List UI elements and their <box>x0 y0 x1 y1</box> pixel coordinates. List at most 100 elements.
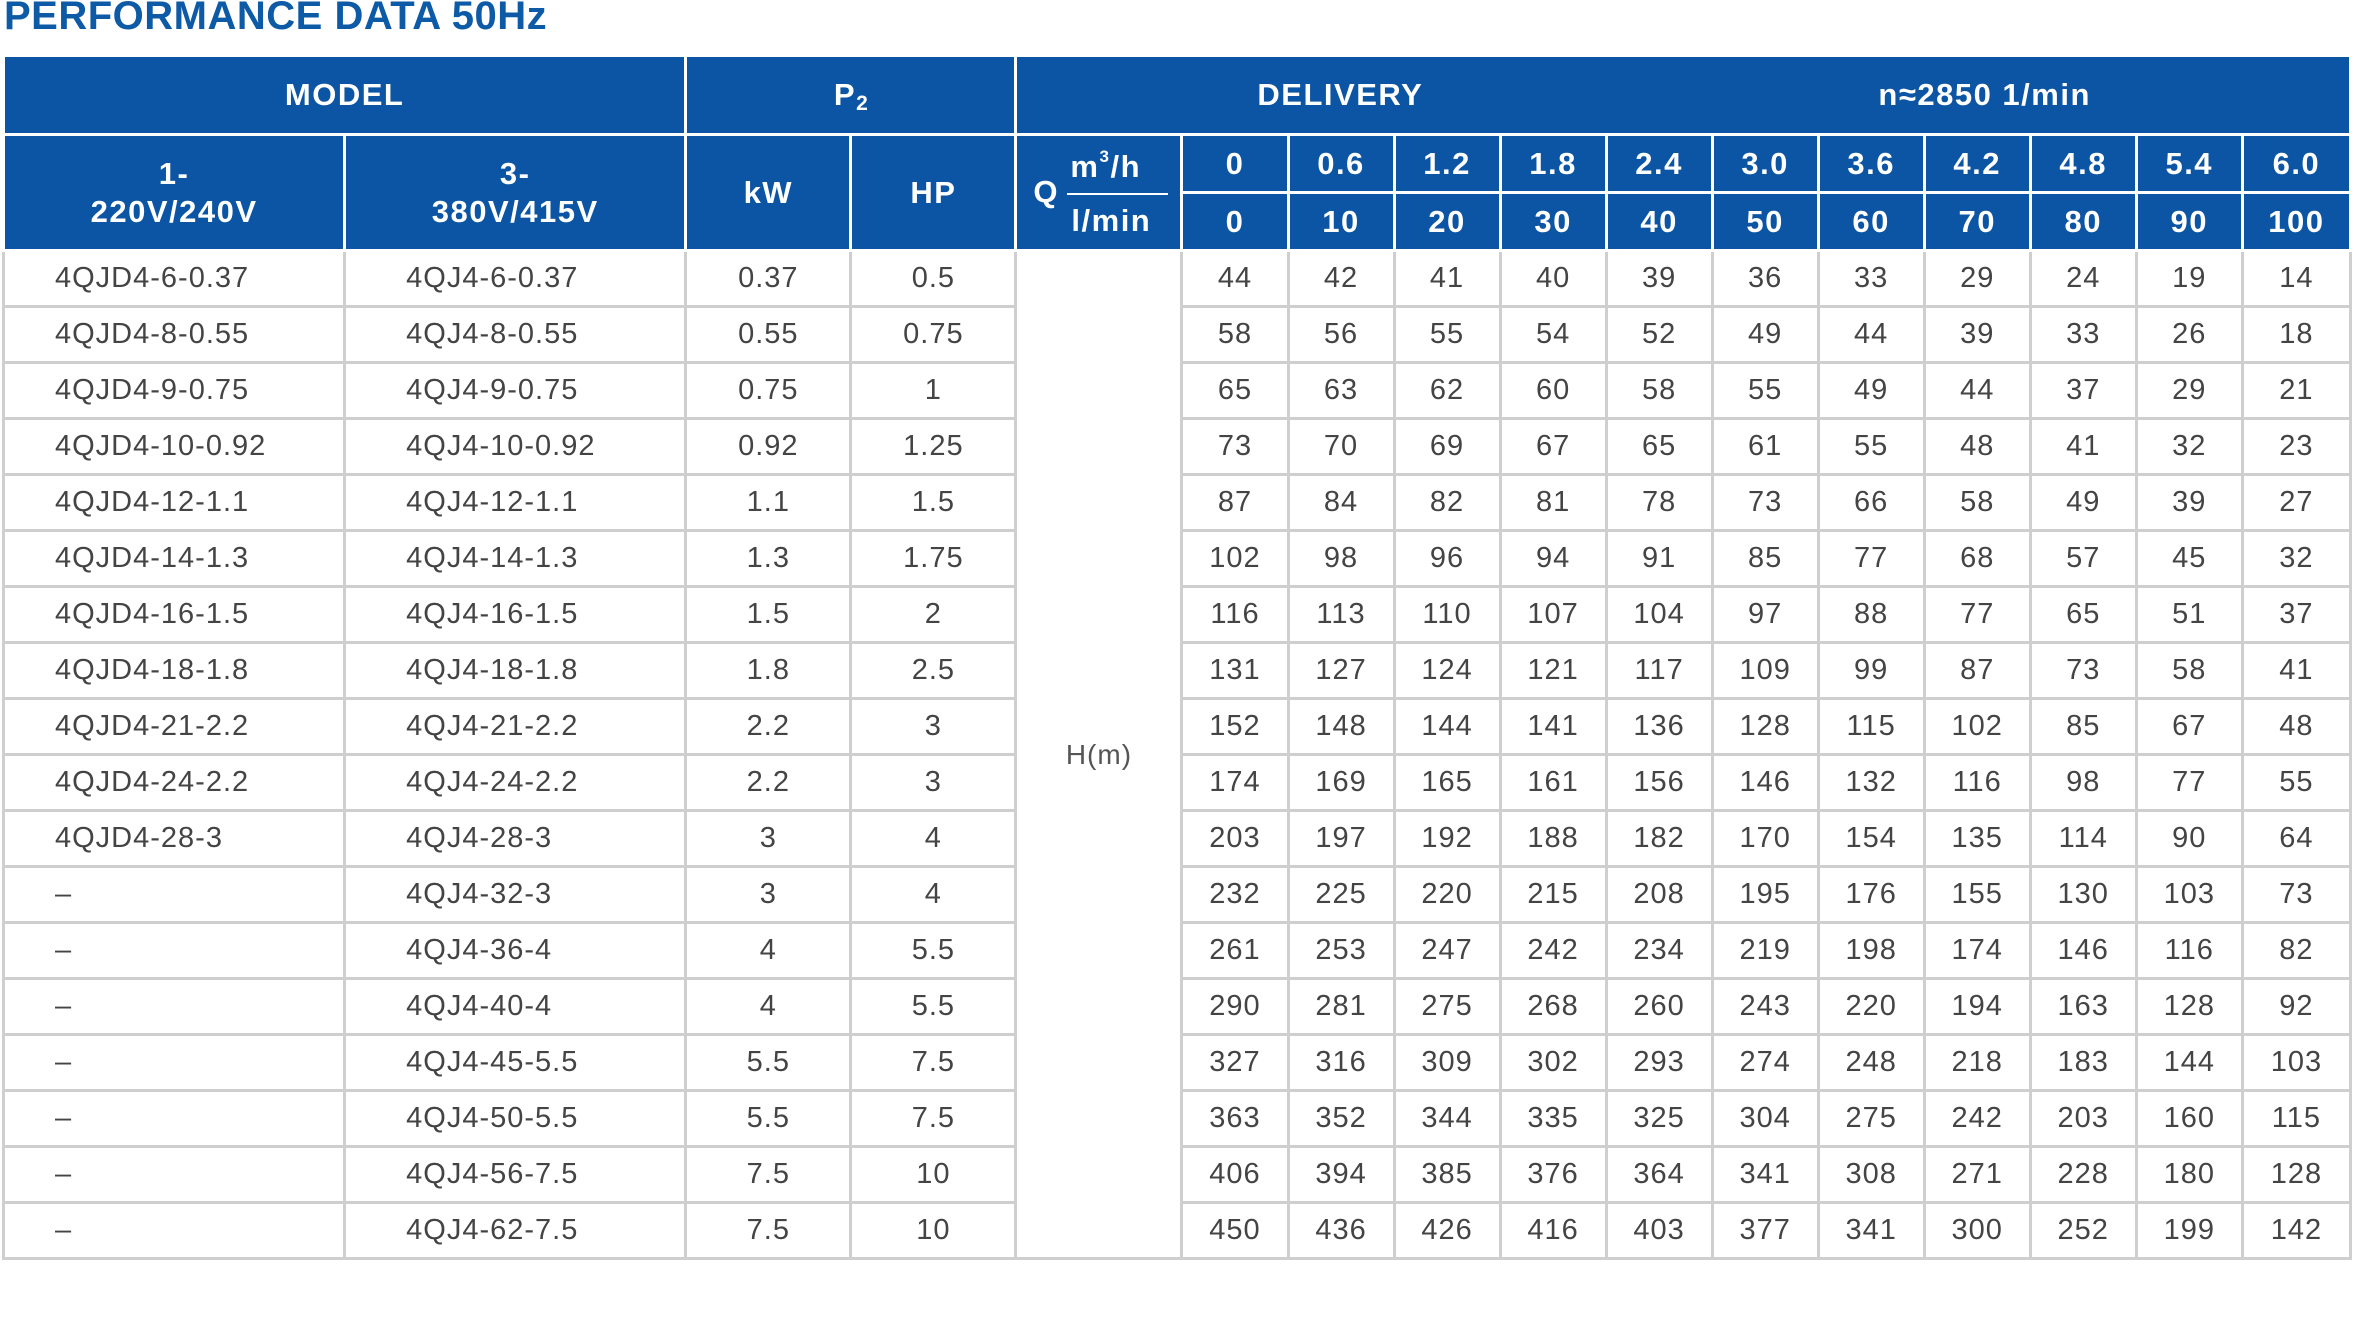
head-value: 128 <box>1710 697 1820 756</box>
head-value: 58 <box>1180 305 1290 364</box>
head-value: 104 <box>1604 585 1714 644</box>
single-phase-label: 1- <box>158 155 190 191</box>
head-value: 41 <box>2028 417 2138 476</box>
head-value: 52 <box>1604 305 1714 364</box>
head-value: 403 <box>1604 1201 1714 1260</box>
head-value: 248 <box>1816 1033 1926 1092</box>
head-value: 49 <box>1710 305 1820 364</box>
head-value: 39 <box>1604 249 1714 308</box>
hp-header: HP <box>849 133 1018 252</box>
head-value: 188 <box>1498 809 1608 868</box>
head-value: 416 <box>1498 1201 1608 1260</box>
head-value: 87 <box>1180 473 1290 532</box>
head-value: 45 <box>2134 529 2244 588</box>
flow-m3h-cell: 2.4 <box>1604 133 1714 194</box>
head-value: 218 <box>1922 1033 2032 1092</box>
head-value: 335 <box>1498 1089 1608 1148</box>
table-row: –4QJ4-56-7.5 7.5 10 406 394 385 376 364 341 308 27… <box>1 1145 2353 1204</box>
head-value: 102 <box>1922 697 2032 756</box>
head-value: 77 <box>2134 753 2244 812</box>
head-value: 55 <box>1392 305 1502 364</box>
head-value: 275 <box>1816 1089 1926 1148</box>
head-value: 85 <box>2028 697 2138 756</box>
head-value: 37 <box>2028 361 2138 420</box>
head-value: 116 <box>2134 921 2244 980</box>
power-kw: 4 <box>684 921 853 980</box>
power-hp: 10 <box>849 1201 1018 1260</box>
head-value: 180 <box>2134 1145 2244 1204</box>
model-three-phase: 4QJ4-8-0.55 <box>343 305 688 364</box>
model-single-phase: – <box>1 1033 347 1092</box>
head-value: 70 <box>1286 417 1396 476</box>
power-hp: 2 <box>849 585 1018 644</box>
head-value: 135 <box>1922 809 2032 868</box>
power-hp: 5.5 <box>849 921 1018 980</box>
head-value: 165 <box>1392 753 1502 812</box>
head-value: 161 <box>1498 753 1608 812</box>
head-value: 57 <box>2028 529 2138 588</box>
head-value: 131 <box>1180 641 1290 700</box>
model-three-phase: 4QJ4-21-2.2 <box>343 697 688 756</box>
power-kw: 7.5 <box>684 1201 853 1260</box>
model-three-phase: 4QJ4-50-5.5 <box>343 1089 688 1148</box>
power-kw: 0.92 <box>684 417 853 476</box>
three-phase-label: 3- <box>499 155 531 191</box>
model-single-phase: 4QJD4-10-0.92 <box>1 417 347 476</box>
power-hp: 3 <box>849 697 1018 756</box>
head-value: 290 <box>1180 977 1290 1036</box>
head-value: 39 <box>2134 473 2244 532</box>
table-row: –4QJ4-50-5.5 5.5 7.5 363 352 344 335 325 304 275 2… <box>1 1089 2353 1148</box>
power-kw: 1.1 <box>684 473 853 532</box>
head-value: 198 <box>1816 921 1926 980</box>
head-value: 115 <box>1816 697 1926 756</box>
head-value: 341 <box>1710 1145 1820 1204</box>
power-hp: 4 <box>849 865 1018 924</box>
head-value: 62 <box>1392 361 1502 420</box>
flow-unit-header: Q m3/h l/min <box>1014 133 1184 252</box>
flow-symbol: Q <box>1033 173 1060 209</box>
table-row: –4QJ4-62-7.5 7.5 10 450 436 426 416 403 377 341 30… <box>1 1201 2353 1260</box>
head-value: 40 <box>1498 249 1608 308</box>
head-value: 77 <box>1816 529 1926 588</box>
model-single-phase: 4QJD4-16-1.5 <box>1 585 347 644</box>
power-hp: 3 <box>849 753 1018 812</box>
head-value: 117 <box>1604 641 1714 700</box>
head-value: 98 <box>2028 753 2138 812</box>
head-value: 67 <box>1498 417 1608 476</box>
unit-m3h: m3/h <box>1070 146 1142 184</box>
power-hp: 1.5 <box>849 473 1018 532</box>
head-value: 51 <box>2134 585 2244 644</box>
head-value: 67 <box>2134 697 2244 756</box>
head-value: 219 <box>1710 921 1820 980</box>
model-three-phase-header: 3- 380V/415V <box>343 133 688 252</box>
flow-m3h-cell: 4.2 <box>1922 133 2032 194</box>
power-hp: 1 <box>849 361 1018 420</box>
head-value: 203 <box>1180 809 1290 868</box>
head-value: 27 <box>2240 473 2353 532</box>
power-kw: 1.8 <box>684 641 853 700</box>
head-value: 352 <box>1286 1089 1396 1148</box>
table-row: 4QJD4-14-1.3 4QJ4-14-1.3 1.3 1.75 102 98 96 94 9… <box>1 529 2353 588</box>
power-hp: 10 <box>849 1145 1018 1204</box>
head-value: 232 <box>1180 865 1290 924</box>
head-value: 77 <box>1922 585 2032 644</box>
power-kw: 7.5 <box>684 1145 853 1204</box>
head-value: 48 <box>2240 697 2353 756</box>
head-value: 24 <box>2028 249 2138 308</box>
head-value: 63 <box>1286 361 1396 420</box>
head-value: 220 <box>1816 977 1926 1036</box>
flow-lmin-cell: 70 <box>1922 191 2032 252</box>
flow-lmin-cell: 90 <box>2134 191 2244 252</box>
head-value: 325 <box>1604 1089 1714 1148</box>
head-value: 144 <box>1392 697 1502 756</box>
flow-m3h-cell: 4.8 <box>2028 133 2138 194</box>
head-value: 116 <box>1180 585 1290 644</box>
head-value: 155 <box>1922 865 2032 924</box>
head-value: 261 <box>1180 921 1290 980</box>
head-value: 65 <box>1180 361 1290 420</box>
head-value: 253 <box>1286 921 1396 980</box>
head-value: 304 <box>1710 1089 1820 1148</box>
power-kw: 0.75 <box>684 361 853 420</box>
head-value: 376 <box>1498 1145 1608 1204</box>
model-header: MODEL <box>1 54 688 136</box>
